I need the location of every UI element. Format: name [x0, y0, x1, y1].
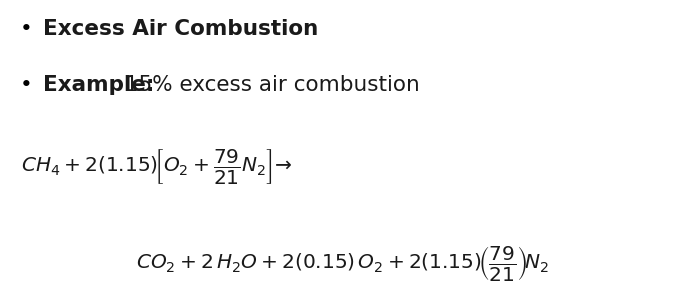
Text: •: •: [20, 19, 32, 39]
Text: $\mathit{CH_4}+2(1.15)\!\left[\mathit{O_2}+\dfrac{79}{21}\mathit{N_2}\right]\!\r: $\mathit{CH_4}+2(1.15)\!\left[\mathit{O_…: [21, 147, 293, 186]
Text: 15% excess air combustion: 15% excess air combustion: [118, 75, 420, 95]
Text: •: •: [20, 75, 32, 95]
Text: Example:: Example:: [43, 75, 155, 95]
Text: $\mathit{CO_2}+2\,\mathit{H_2O}+2(0.15)\,\mathit{O_2}+2(1.15)\!\left(\dfrac{79}{: $\mathit{CO_2}+2\,\mathit{H_2O}+2(0.15)\…: [136, 244, 550, 283]
Text: Excess Air Combustion: Excess Air Combustion: [43, 19, 318, 39]
